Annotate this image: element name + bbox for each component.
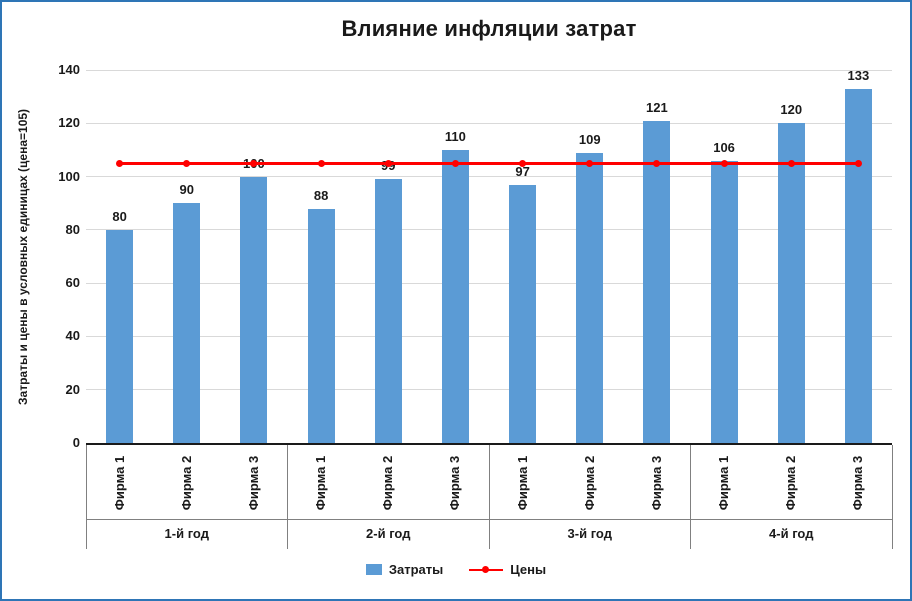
y-tick-label: 60	[65, 275, 80, 291]
y-tick-label: 140	[58, 62, 80, 77]
bar	[509, 184, 537, 443]
legend-line-dot	[482, 566, 490, 573]
x-category-label: Фирма 2	[178, 455, 194, 511]
price-point	[787, 159, 795, 167]
legend-line-marker	[469, 565, 504, 574]
price-point	[384, 159, 392, 167]
x-group-label: 2-й год	[366, 526, 411, 541]
bar-value-label: 106	[713, 139, 735, 155]
x-category-label: Фирма 1	[313, 455, 329, 511]
x-group-label: 3-й год	[567, 526, 612, 541]
chart-title: Влияние инфляции затрат	[341, 16, 637, 41]
price-point	[720, 159, 728, 167]
axis-level-divider	[86, 519, 892, 520]
bar	[106, 229, 134, 443]
x-group-label: 1-й год	[164, 526, 209, 541]
y-tick-label: 120	[58, 115, 80, 131]
price-point	[317, 159, 325, 167]
x-group-label: 4-й год	[769, 526, 814, 541]
x-category-label: Фирма 3	[850, 455, 866, 511]
gridline	[86, 69, 892, 71]
x-category-label: Фирма 1	[716, 455, 732, 511]
bar	[844, 88, 872, 443]
bar	[710, 160, 738, 443]
bar-value-label: 97	[515, 163, 530, 179]
legend-label-prices: Цены	[510, 562, 547, 577]
bar	[643, 120, 671, 443]
x-category-label: Фирма 3	[245, 455, 261, 511]
legend-item-prices: Цены	[469, 562, 546, 577]
price-line	[119, 162, 859, 165]
gridline	[86, 335, 892, 337]
gridline	[86, 282, 892, 284]
price-point	[451, 159, 459, 167]
bar-value-label: 133	[847, 67, 870, 83]
y-axis-title: Затраты и цены в условных единицах (цена…	[16, 108, 30, 405]
price-point	[250, 159, 258, 167]
price-point	[586, 159, 594, 167]
bar	[240, 176, 268, 443]
gridline	[86, 389, 892, 391]
group-separator	[488, 445, 490, 549]
x-category-label: Фирма 2	[380, 455, 396, 511]
gridline	[86, 176, 892, 178]
gridline	[86, 122, 892, 124]
y-tick-label: 0	[72, 435, 80, 450]
bar	[576, 152, 604, 443]
bar	[173, 203, 201, 443]
x-category-label: Фирма 1	[514, 455, 530, 511]
y-tick-label: 100	[58, 168, 80, 184]
y-tick-label: 40	[65, 328, 80, 344]
bar-value-label: 88	[313, 187, 329, 203]
group-separator	[85, 445, 87, 549]
x-axis-line	[86, 443, 892, 445]
group-separator	[287, 445, 288, 549]
bar	[777, 123, 805, 443]
price-point	[854, 159, 862, 167]
x-category-label: Фирма 1	[111, 455, 127, 511]
bar-value-label: 110	[444, 128, 466, 144]
price-point	[519, 159, 527, 167]
bar-value-label: 109	[578, 131, 601, 147]
price-point	[116, 159, 124, 167]
legend-bar-marker	[365, 564, 382, 575]
group-separator	[690, 445, 691, 549]
x-category-label: Фирма 2	[783, 455, 799, 511]
x-category-label: Фирма 3	[648, 455, 664, 511]
price-point	[653, 159, 661, 167]
bar-value-label: 90	[179, 182, 194, 198]
bar	[307, 208, 335, 443]
gridline	[86, 229, 892, 231]
bar	[374, 179, 402, 443]
bar	[441, 149, 469, 443]
price-point	[183, 159, 191, 167]
x-category-label: Фирма 2	[581, 455, 597, 511]
bar-value-label: 121	[646, 99, 668, 115]
bar-value-label: 80	[112, 208, 127, 224]
bar-value-label: 120	[780, 102, 803, 118]
y-tick-label: 80	[65, 221, 80, 237]
y-tick-label: 20	[65, 381, 80, 397]
legend-item-costs: Затраты	[365, 562, 444, 577]
legend-label-costs: Затраты	[388, 562, 444, 577]
legend: Затраты Цены	[2, 562, 910, 577]
x-category-label: Фирма 3	[447, 455, 463, 511]
group-separator	[891, 445, 893, 549]
